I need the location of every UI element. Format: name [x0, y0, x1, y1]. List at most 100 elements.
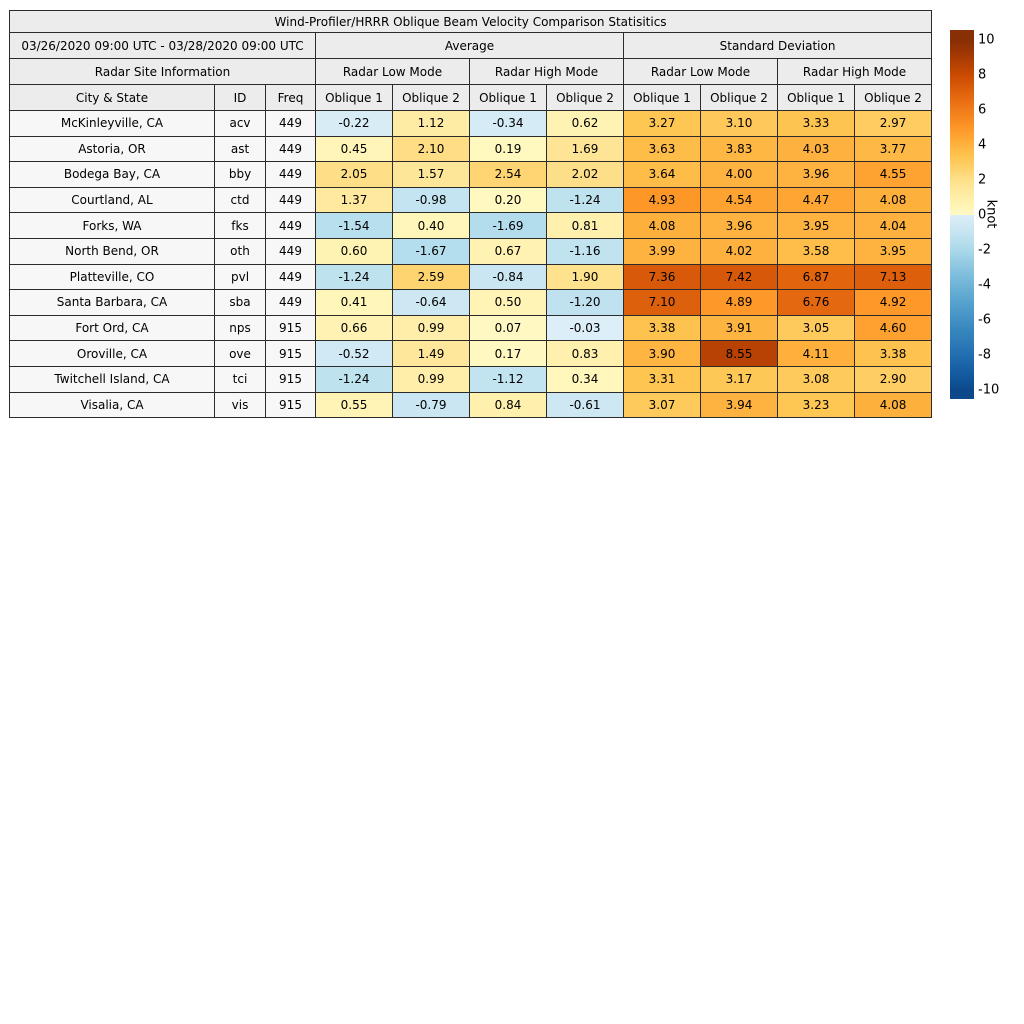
value-cell: 3.63 — [623, 135, 701, 163]
value-cell: 6.76 — [777, 289, 855, 316]
table-row: Platteville, CO pvl 449 -1.24 2.59 -0.84 1.90 7… — [9, 263, 933, 291]
value-cell: 0.67 — [469, 237, 547, 265]
value-cell: 3.83 — [700, 135, 778, 163]
column-header-row: City & State ID Freq Oblique 1 Oblique 2… — [9, 84, 933, 111]
value-cell: -0.61 — [546, 391, 624, 419]
col-header-oblique-1: Oblique 1 — [777, 84, 855, 111]
value-cell: 4.02 — [700, 237, 778, 265]
row-city-cell: McKinleyville, CA — [9, 110, 215, 137]
value-cell: 0.81 — [546, 212, 624, 239]
table-title: Wind-Profiler/HRRR Oblique Beam Velocity… — [8, 10, 933, 33]
table-row: North Bend, OR oth 449 0.60 -1.67 0.67 -1.16 3.… — [9, 237, 933, 265]
value-cell: -0.64 — [392, 289, 470, 316]
value-cell: 3.38 — [853, 340, 933, 367]
row-freq-cell: 449 — [265, 110, 316, 137]
colorbar-tick-label: 2 — [978, 172, 987, 188]
colorbar-tick-label: 8 — [978, 67, 987, 83]
row-city-cell: Astoria, OR — [9, 135, 215, 163]
value-cell: -1.67 — [392, 237, 470, 265]
row-city-cell: Oroville, CA — [9, 340, 215, 367]
row-freq-cell: 915 — [265, 340, 316, 367]
col-header-oblique-1: Oblique 1 — [623, 84, 701, 111]
value-cell: 3.94 — [700, 391, 778, 419]
value-cell: 0.45 — [315, 135, 393, 163]
row-city-cell: Santa Barbara, CA — [9, 289, 215, 316]
value-cell: 4.04 — [853, 212, 933, 239]
row-freq-cell: 449 — [265, 289, 316, 316]
table-row: Fort Ord, CA nps 915 0.66 0.99 0.07 -0.03 3.38 3… — [9, 314, 933, 342]
value-cell: 3.27 — [623, 110, 701, 137]
value-cell: 4.00 — [700, 161, 778, 188]
value-cell: 7.13 — [853, 263, 933, 291]
value-cell: 0.84 — [469, 391, 547, 419]
value-cell: -1.24 — [315, 263, 393, 291]
subgroup-header-avg-high: Radar High Mode — [469, 58, 624, 85]
row-id-cell: pvl — [214, 263, 266, 291]
row-id-cell: vis — [214, 391, 266, 419]
value-cell: 0.60 — [315, 237, 393, 265]
colorbar-tick-label: 10 — [978, 32, 995, 48]
colorbar-tick-label: 4 — [978, 137, 987, 153]
group-header-row: 03/26/2020 09:00 UTC - 03/28/2020 09:00 … — [9, 32, 933, 59]
table-row: Astoria, OR ast 449 0.45 2.10 0.19 1.69 3.63 3.8… — [9, 135, 933, 163]
colorbar-tick-label: -4 — [978, 277, 991, 293]
col-header-freq: Freq — [265, 84, 316, 111]
colorbar-gradient — [950, 30, 974, 399]
row-id-cell: ove — [214, 340, 266, 367]
value-cell: 2.02 — [546, 161, 624, 188]
value-cell: -0.52 — [315, 340, 393, 367]
col-header-city-state: City & State — [9, 84, 215, 111]
site-info-header: Radar Site Information — [9, 58, 316, 85]
value-cell: -0.22 — [315, 110, 393, 137]
value-cell: 0.19 — [469, 135, 547, 163]
value-cell: 3.08 — [777, 365, 855, 393]
value-cell: 3.95 — [853, 237, 933, 265]
value-cell: -0.84 — [469, 263, 547, 291]
table-row: Bodega Bay, CA bby 449 2.05 1.57 2.54 2.02 3.64… — [9, 161, 933, 188]
value-cell: 0.20 — [469, 186, 547, 214]
row-id-cell: ctd — [214, 186, 266, 214]
value-cell: 2.54 — [469, 161, 547, 188]
col-header-oblique-1: Oblique 1 — [469, 84, 547, 111]
row-city-cell: Visalia, CA — [9, 391, 215, 419]
value-cell: 3.77 — [853, 135, 933, 163]
table-row: Twitchell Island, CA tci 915 -1.24 0.99 -1.12… — [9, 365, 933, 393]
value-cell: 0.34 — [546, 365, 624, 393]
table-row: Visalia, CA vis 915 0.55 -0.79 0.84 -0.61 3.07 3… — [9, 391, 933, 419]
value-cell: 0.99 — [392, 365, 470, 393]
subgroup-header-std-high: Radar High Mode — [776, 58, 933, 85]
value-cell: 4.54 — [700, 186, 778, 214]
value-cell: 4.03 — [777, 135, 855, 163]
row-id-cell: acv — [214, 110, 266, 137]
value-cell: 4.08 — [853, 186, 933, 214]
value-cell: 4.47 — [777, 186, 855, 214]
date-range-cell: 03/26/2020 09:00 UTC - 03/28/2020 09:00 … — [9, 32, 316, 59]
row-id-cell: oth — [214, 237, 266, 265]
row-city-cell: Fort Ord, CA — [9, 314, 215, 342]
title-row: Wind-Profiler/HRRR Oblique Beam Velocity… — [8, 10, 933, 33]
value-cell: 0.40 — [392, 212, 470, 239]
value-cell: 0.66 — [315, 314, 393, 342]
table-row: Santa Barbara, CA sba 449 0.41 -0.64 0.50 -1.2… — [9, 289, 933, 316]
value-cell: 2.05 — [315, 161, 393, 188]
col-header-oblique-2: Oblique 2 — [700, 84, 778, 111]
row-id-cell: sba — [214, 289, 266, 316]
row-freq-cell: 915 — [265, 391, 316, 419]
col-header-oblique-2: Oblique 2 — [546, 84, 624, 111]
value-cell: 3.64 — [623, 161, 701, 188]
value-cell: 0.41 — [315, 289, 393, 316]
value-cell: 2.97 — [853, 110, 933, 137]
value-cell: 3.17 — [700, 365, 778, 393]
row-city-cell: Forks, WA — [9, 212, 215, 239]
value-cell: -1.20 — [546, 289, 624, 316]
value-cell: 1.49 — [392, 340, 470, 367]
value-cell: 2.90 — [853, 365, 933, 393]
value-cell: 3.58 — [777, 237, 855, 265]
value-cell: 0.17 — [469, 340, 547, 367]
group-header-std-deviation: Standard Deviation — [622, 32, 933, 59]
row-id-cell: ast — [214, 135, 266, 163]
value-cell: 3.38 — [623, 314, 701, 342]
value-cell: 3.95 — [777, 212, 855, 239]
value-cell: 0.83 — [546, 340, 624, 367]
